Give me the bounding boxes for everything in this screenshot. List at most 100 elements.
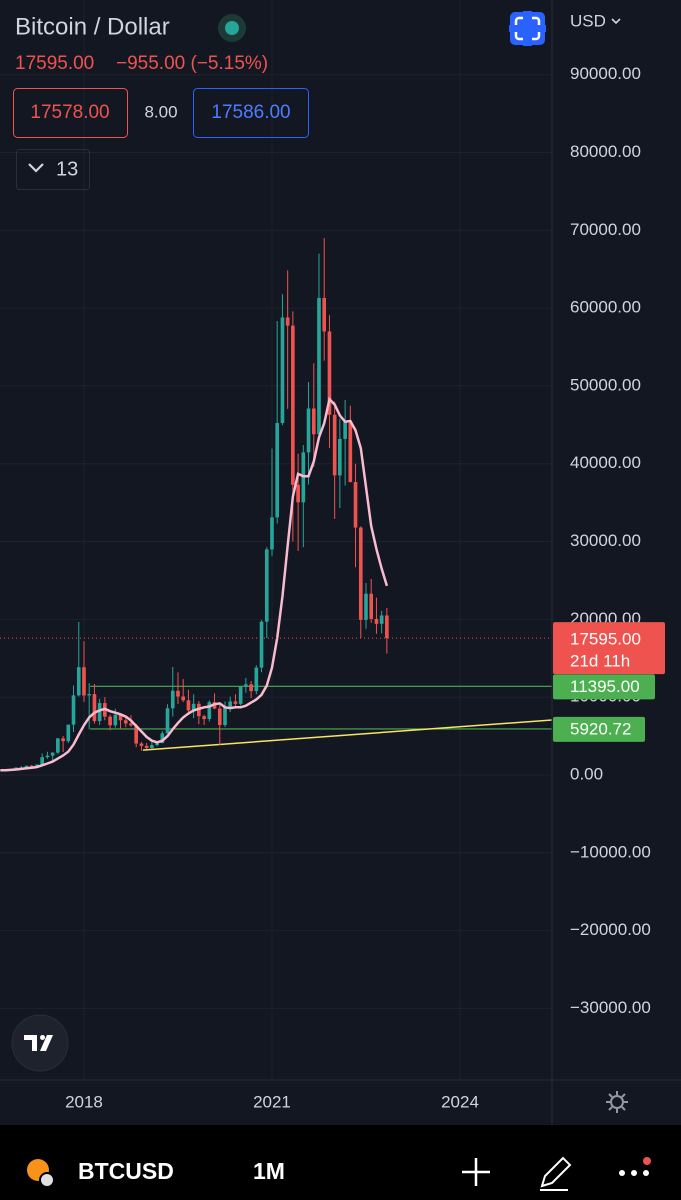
buy-button[interactable] <box>193 88 309 138</box>
candle-body <box>160 733 165 744</box>
candle-body <box>207 702 212 720</box>
x-tick-label: 2018 <box>65 1092 103 1111</box>
spread: 8.00 <box>144 102 177 121</box>
candle-body <box>134 725 139 744</box>
tv-logo[interactable] <box>11 1014 69 1072</box>
y-tick-label: 50000.00 <box>570 375 641 394</box>
trendline <box>142 719 553 751</box>
candle-body <box>170 690 175 709</box>
x-tick-label: 2024 <box>441 1092 479 1111</box>
candle-body <box>113 714 118 726</box>
candle-body <box>186 700 191 711</box>
candle-body <box>61 738 65 742</box>
y-tick-label: 30000.00 <box>570 531 641 550</box>
toolbar-symbol[interactable]: BTCUSD <box>78 1158 174 1184</box>
candle-body <box>322 298 327 332</box>
candle-body <box>358 527 363 620</box>
indicator-count: 13 <box>56 158 78 180</box>
tv-logo-mark <box>24 1035 53 1051</box>
market-status-dot <box>225 21 239 35</box>
price-change: −955.00 (−5.15%) <box>116 53 268 74</box>
candle-body <box>118 714 123 721</box>
fullscreen-icon-gap <box>523 11 532 46</box>
candle-body <box>369 593 374 619</box>
y-tick-label: 0.00 <box>570 764 603 783</box>
candle-body <box>296 484 300 503</box>
candle-body <box>275 422 280 518</box>
candle-body <box>317 298 321 435</box>
candle-body <box>306 408 311 453</box>
candle-body <box>50 752 55 756</box>
candle-body <box>280 317 285 423</box>
candle-body <box>129 723 133 726</box>
candle-body <box>238 686 243 704</box>
level-label: 11395.00 <box>570 677 640 696</box>
currency-chevron <box>611 18 621 25</box>
candle-body <box>123 720 128 724</box>
bid: 17578.00 <box>30 102 109 123</box>
candle-body <box>233 701 238 704</box>
level-label-box <box>553 716 645 742</box>
candle-body <box>87 694 92 696</box>
axes: −30000.00−20000.00−10000.000.0010000.002… <box>65 64 665 1111</box>
candle-body <box>45 755 50 758</box>
candle-body <box>76 667 81 696</box>
candle-body <box>259 621 264 668</box>
indicators-toggle[interactable] <box>16 149 90 190</box>
candle-body <box>264 549 269 622</box>
candle-body <box>291 325 295 485</box>
candle-body <box>176 690 180 697</box>
candle-body <box>223 707 227 726</box>
last-price: 17595.00 <box>15 53 94 74</box>
candle-body <box>56 738 60 753</box>
candle-body <box>139 743 144 746</box>
currency-flag <box>39 1172 55 1188</box>
y-tick-label: 60000.00 <box>570 298 641 317</box>
x-tick-label: 2021 <box>253 1092 291 1111</box>
draw-button[interactable] <box>540 1156 572 1191</box>
level-label: 5920.72 <box>570 719 631 738</box>
tv-logo-dot <box>40 1035 45 1040</box>
candle-body <box>181 696 186 701</box>
candle-body <box>249 684 253 692</box>
candle-body <box>82 667 86 696</box>
candle-body <box>343 420 347 439</box>
settings-icon[interactable] <box>606 1091 628 1113</box>
y-tick-label: −20000.00 <box>570 920 651 939</box>
symbol-title[interactable]: Bitcoin / Dollar <box>15 13 170 40</box>
candle-body <box>338 438 342 476</box>
candle-body <box>254 667 259 692</box>
candle-body <box>353 482 358 528</box>
chevron <box>28 163 44 173</box>
toolbar-interval[interactable]: 1M <box>253 1158 285 1184</box>
candle-body <box>379 615 384 624</box>
candle-body <box>66 724 71 742</box>
moving-average <box>0 396 389 772</box>
y-tick-label: 70000.00 <box>570 220 641 239</box>
y-tick-label: 90000.00 <box>570 64 641 83</box>
candle-body <box>191 703 196 711</box>
candle-body <box>285 317 290 326</box>
candle-body <box>35 764 39 767</box>
y-tick-label: −10000.00 <box>570 842 651 861</box>
more-button[interactable] <box>619 1157 651 1176</box>
candle-body <box>71 695 76 725</box>
candle-body <box>24 765 29 768</box>
candle-body <box>348 420 353 483</box>
candle-body <box>202 716 206 720</box>
price-label: 17595.00 <box>570 630 641 649</box>
currency[interactable]: USD <box>570 11 606 30</box>
candle-body <box>29 765 34 767</box>
candle-body <box>155 743 159 746</box>
add-button[interactable] <box>462 1158 490 1186</box>
candle-body <box>244 684 248 687</box>
candle-body <box>217 708 222 726</box>
sell-button[interactable] <box>13 88 128 138</box>
candle-body <box>311 408 316 435</box>
ask: 17586.00 <box>211 102 290 123</box>
level-label-box <box>553 674 655 700</box>
candle-body <box>108 716 112 726</box>
candle-body <box>165 708 170 734</box>
